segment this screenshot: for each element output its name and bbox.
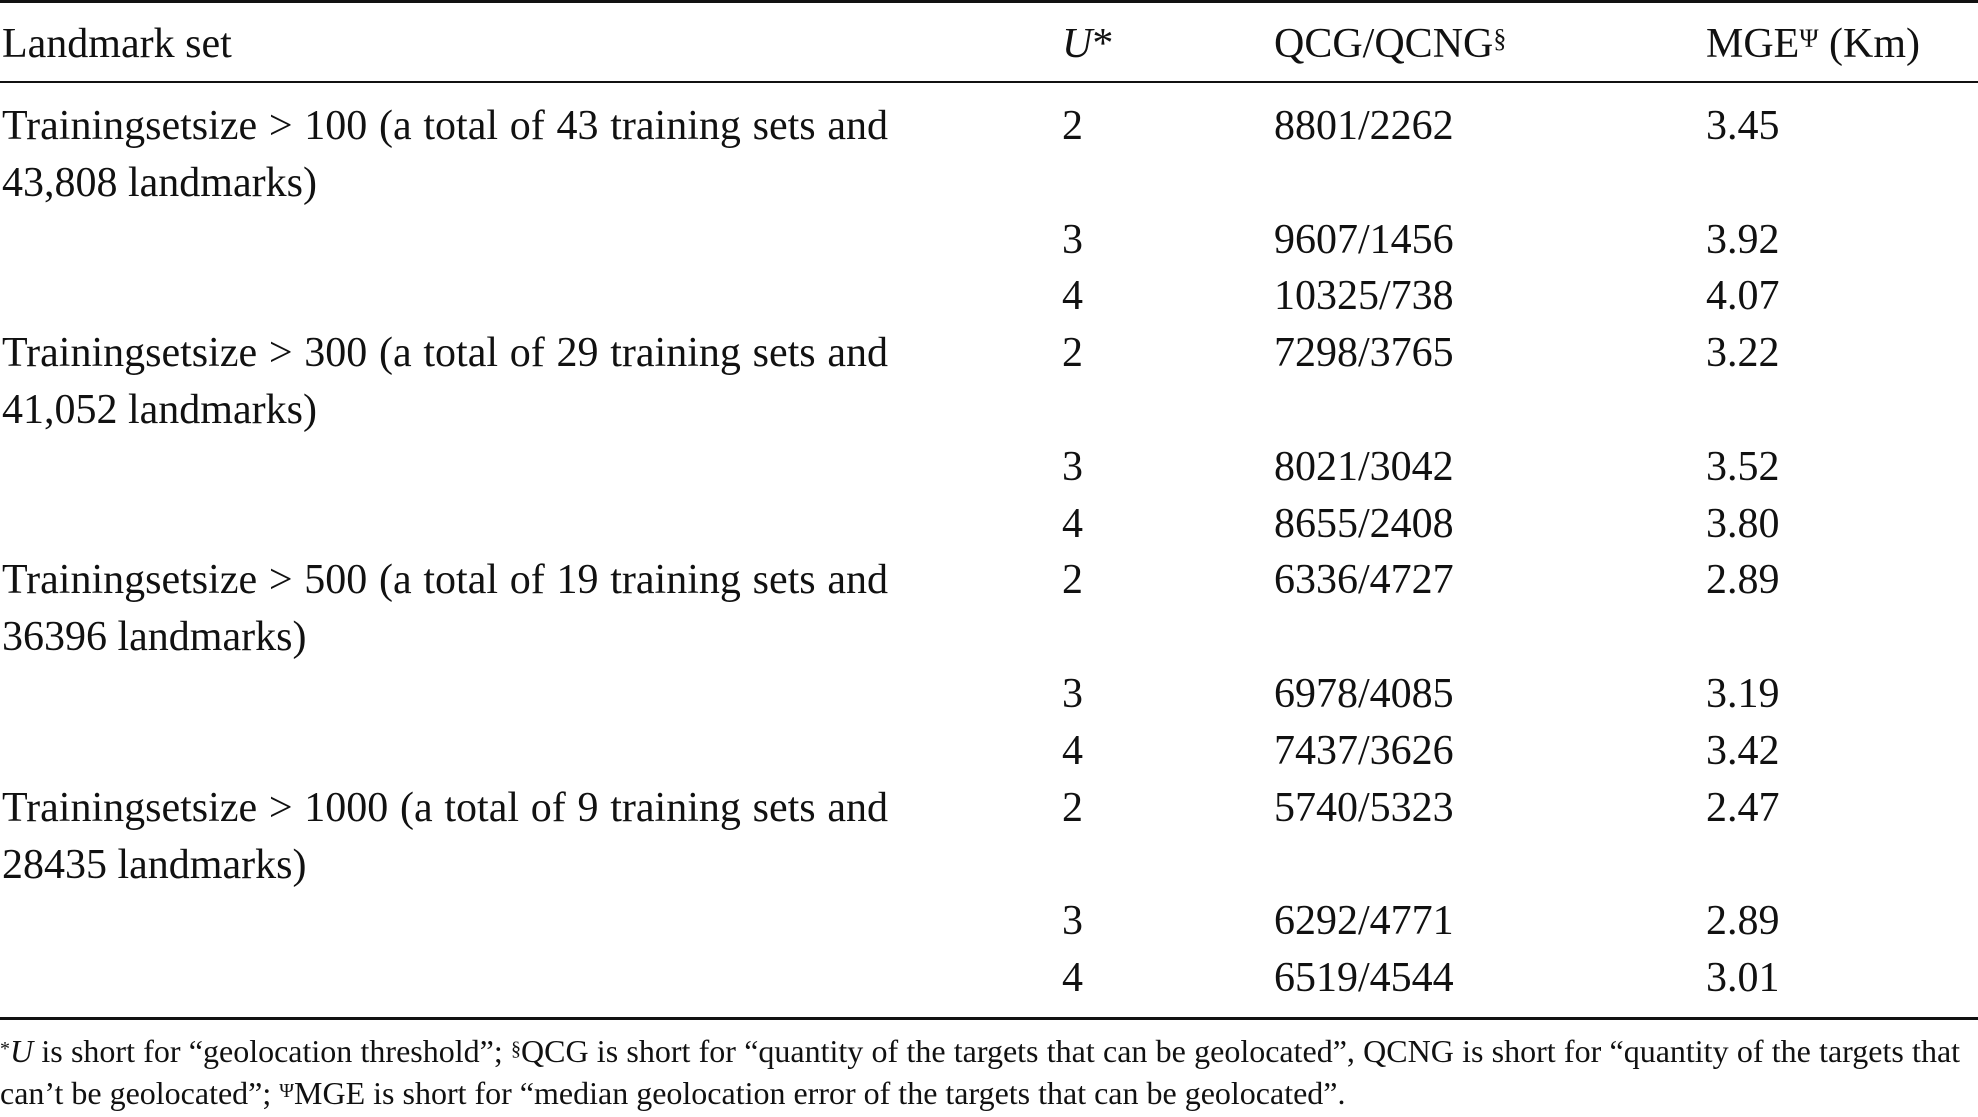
qcg-qcng: 6292/4771 bbox=[1274, 898, 1454, 945]
footnote-mark: § bbox=[510, 1038, 521, 1060]
u-value: 2 bbox=[1062, 330, 1083, 377]
mge-value: 3.45 bbox=[1706, 103, 1780, 149]
header-qcg-mark: § bbox=[1493, 24, 1507, 53]
qcg-qcng: 10325/738 bbox=[1274, 273, 1454, 320]
qcg-qcng: 6519/4544 bbox=[1274, 955, 1454, 1001]
group-label: Trainingsetsize > 500 (a total of 19 tra… bbox=[2, 557, 888, 661]
header-u-text: U bbox=[1062, 21, 1093, 67]
mge-value: 3.42 bbox=[1706, 727, 1780, 774]
header-mge-text: MGE bbox=[1706, 21, 1800, 67]
mge-value: 3.92 bbox=[1706, 216, 1780, 263]
u-value: 3 bbox=[1062, 443, 1083, 490]
mge-value: 4.07 bbox=[1706, 273, 1780, 320]
header-mge: MGEΨ (Km) bbox=[1706, 16, 1920, 73]
u-value: 2 bbox=[1062, 103, 1083, 149]
qcg-qcng: 7298/3765 bbox=[1274, 330, 1454, 377]
group-label: Trainingsetsize > 1000 (a total of 9 tra… bbox=[2, 784, 888, 888]
mge-value: 2.89 bbox=[1706, 898, 1780, 945]
u-value: 4 bbox=[1062, 500, 1083, 547]
footnote-mark: Ψ bbox=[279, 1080, 295, 1102]
qcg-qcng: 8655/2408 bbox=[1274, 500, 1454, 547]
header-mge-unit: (Km) bbox=[1829, 21, 1921, 67]
qcg-qcng: 5740/5323 bbox=[1274, 784, 1454, 831]
u-value: 4 bbox=[1062, 727, 1083, 774]
footnote-text: MGE is short for “median geolocation err… bbox=[294, 1075, 1346, 1111]
header-qcg-text: QCG/QCNG bbox=[1274, 21, 1494, 67]
u-value: 3 bbox=[1062, 216, 1083, 263]
qcg-qcng: 8021/3042 bbox=[1274, 443, 1454, 490]
footnote-mark: * bbox=[0, 1038, 10, 1060]
footnote-text: is short for “geolocation threshold”; bbox=[41, 1033, 503, 1069]
u-value: 3 bbox=[1062, 671, 1083, 717]
u-value: 2 bbox=[1062, 784, 1083, 831]
qcg-qcng: 7437/3626 bbox=[1274, 727, 1454, 774]
header-mge-mark: Ψ bbox=[1799, 24, 1819, 53]
u-value: 2 bbox=[1062, 557, 1083, 604]
header-rule bbox=[0, 81, 1978, 83]
mge-value: 2.47 bbox=[1706, 784, 1780, 831]
u-value: 4 bbox=[1062, 955, 1083, 1001]
footnote-text: QCG is short for “quantity of the target… bbox=[0, 1033, 1961, 1111]
mge-value: 3.80 bbox=[1706, 500, 1780, 547]
bottom-rule bbox=[0, 1017, 1978, 1020]
u-value: 4 bbox=[1062, 273, 1083, 320]
header-u-mark: * bbox=[1092, 21, 1114, 67]
footnote-term: U bbox=[10, 1033, 34, 1069]
qcg-qcng: 8801/2262 bbox=[1274, 103, 1454, 149]
header-landmark: Landmark set bbox=[2, 21, 232, 67]
group-label: Trainingsetsize > 300 (a total of 29 tra… bbox=[2, 330, 888, 434]
mge-value: 3.52 bbox=[1706, 443, 1780, 490]
u-value: 3 bbox=[1062, 898, 1083, 945]
mge-value: 3.19 bbox=[1706, 671, 1780, 717]
qcg-qcng: 6978/4085 bbox=[1274, 671, 1454, 717]
qcg-qcng: 9607/1456 bbox=[1274, 216, 1454, 263]
top-rule bbox=[0, 0, 1978, 3]
group-label: Trainingsetsize > 100 (a total of 43 tra… bbox=[2, 103, 888, 206]
header-qcg: QCG/QCNG§ bbox=[1274, 16, 1506, 73]
mge-value: 3.22 bbox=[1706, 330, 1780, 377]
footnote: *U is short for “geolocation threshold”;… bbox=[0, 1030, 1960, 1114]
qcg-qcng: 6336/4727 bbox=[1274, 557, 1454, 604]
mge-value: 2.89 bbox=[1706, 557, 1780, 604]
mge-value: 3.01 bbox=[1706, 955, 1780, 1001]
header-u: U* bbox=[1062, 16, 1113, 73]
